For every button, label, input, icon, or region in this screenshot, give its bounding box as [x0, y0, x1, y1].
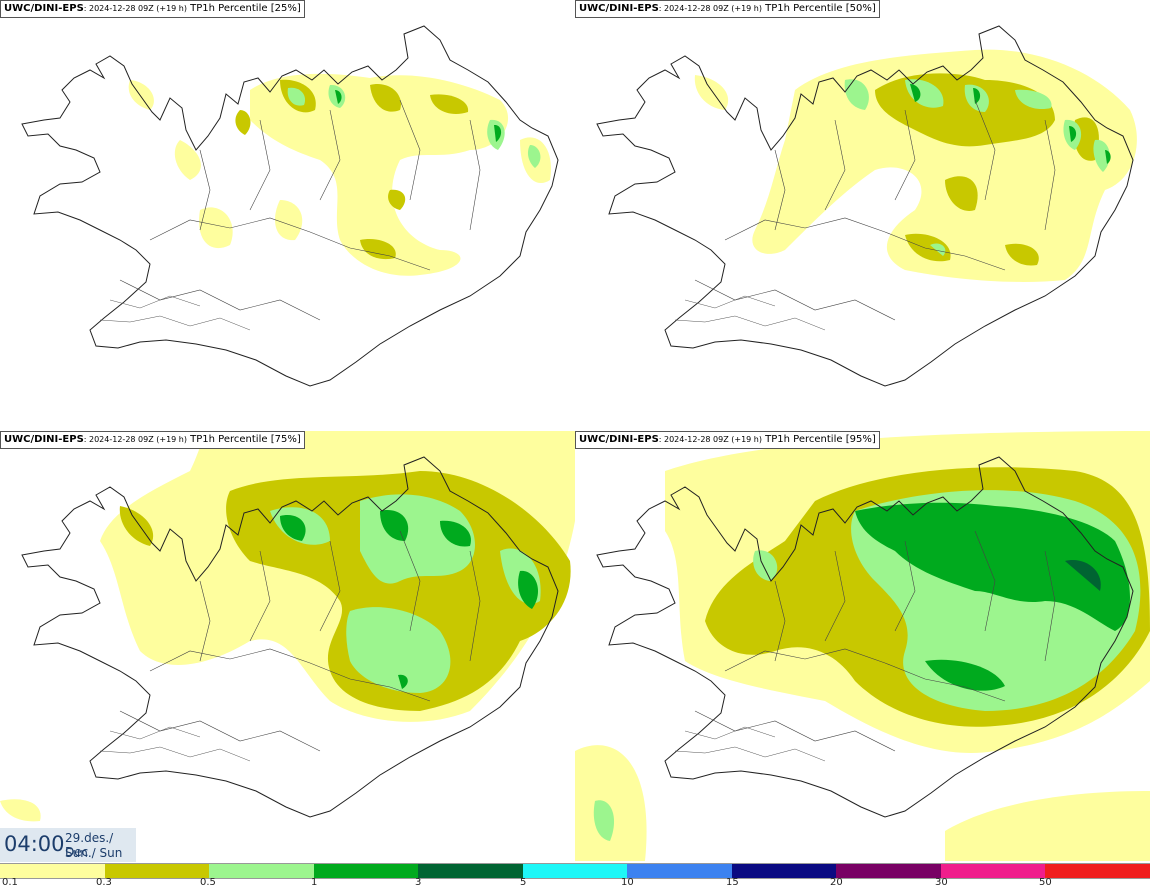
precip-field-50 — [694, 49, 1137, 282]
legend-tick-label: 1 — [311, 877, 318, 888]
valid-day: Sun./ Sun — [65, 846, 123, 860]
legend-tick-label: 10 — [621, 877, 634, 888]
legend-swatch — [522, 864, 628, 878]
legend-swatch — [0, 864, 105, 878]
precip-map-75 — [0, 431, 575, 822]
panel-title: UWC/DINI-EPS: 2024-12-28 09Z (+19 h) TP1… — [575, 431, 880, 449]
legend-swatch — [940, 864, 1046, 878]
panel-title: UWC/DINI-EPS: 2024-12-28 09Z (+19 h) TP1… — [0, 431, 305, 449]
legend-tick-label: 15 — [726, 877, 739, 888]
panel-title: UWC/DINI-EPS: 2024-12-28 09Z (+19 h) TP1… — [0, 0, 305, 18]
valid-hour: 04:00 — [4, 832, 65, 856]
map-panel-50: UWC/DINI-EPS: 2024-12-28 09Z (+19 h) TP1… — [575, 0, 1150, 430]
legend-tick-label: 30 — [935, 877, 948, 888]
precip-map-95 — [575, 431, 1150, 861]
legend-swatch — [418, 864, 523, 878]
legend-tick-label: 0.1 — [2, 877, 18, 888]
legend-swatch — [1045, 864, 1150, 878]
legend-swatch — [731, 864, 837, 878]
legend-tick-label: 5 — [520, 877, 527, 888]
map-panel-75: UWC/DINI-EPS: 2024-12-28 09Z (+19 h) TP1… — [0, 431, 575, 861]
legend-color-bar — [0, 863, 1150, 879]
legend-swatch — [627, 864, 732, 878]
precip-field-95 — [575, 431, 1150, 861]
legend-swatch — [313, 864, 419, 878]
color-legend: 0.1 0.3 0.5 1 3 5 10 15 20 30 50 — [0, 862, 1150, 891]
precip-field-75 — [0, 431, 575, 822]
legend-tick-label: 0.3 — [96, 877, 112, 888]
valid-time-box: 04:00 29.des./ Dec Sun./ Sun — [0, 828, 136, 862]
legend-tick-label: 50 — [1039, 877, 1052, 888]
valid-date: 29.des./ Dec — [65, 831, 114, 859]
legend-tick-label: 20 — [830, 877, 843, 888]
legend-tick-label: 0.5 — [200, 877, 216, 888]
precip-map-25 — [21, 25, 559, 387]
legend-swatch — [209, 864, 314, 878]
map-panel-25: UWC/DINI-EPS: 2024-12-28 09Z (+19 h) TP1… — [0, 0, 575, 430]
precip-field-25 — [128, 73, 551, 276]
precip-map-50 — [596, 25, 1137, 387]
legend-tick-label: 3 — [415, 877, 422, 888]
map-panel-95: UWC/DINI-EPS: 2024-12-28 09Z (+19 h) TP1… — [575, 431, 1150, 861]
panel-title: UWC/DINI-EPS: 2024-12-28 09Z (+19 h) TP1… — [575, 0, 880, 18]
legend-swatch — [104, 864, 210, 878]
legend-swatch — [836, 864, 941, 878]
